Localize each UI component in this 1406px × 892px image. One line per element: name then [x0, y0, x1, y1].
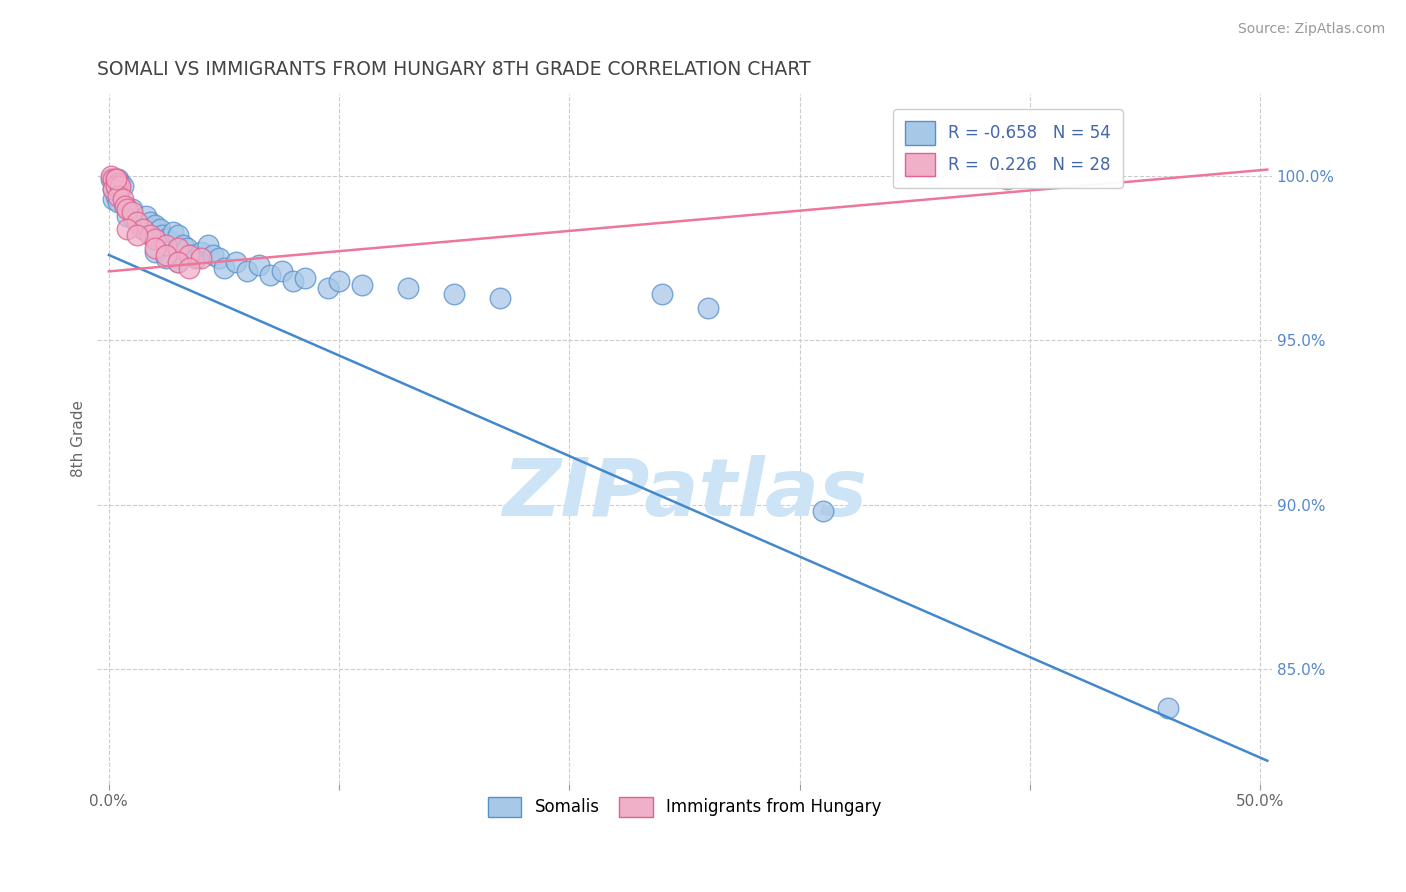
- Point: [316, 281, 339, 295]
- Point: [128, 219, 150, 233]
- Point: [176, 241, 198, 255]
- Point: [148, 221, 170, 235]
- Point: [179, 261, 201, 276]
- Point: [160, 235, 183, 249]
- Point: [1157, 701, 1180, 715]
- Point: [110, 182, 132, 196]
- Point: [155, 231, 177, 245]
- Point: [125, 215, 148, 229]
- Point: [135, 209, 157, 223]
- Point: [167, 241, 190, 255]
- Point: [995, 172, 1018, 186]
- Point: [103, 182, 125, 196]
- Point: [122, 211, 145, 226]
- Point: [190, 252, 212, 266]
- Point: [197, 238, 219, 252]
- Point: [489, 291, 512, 305]
- Point: [111, 179, 134, 194]
- Point: [117, 221, 139, 235]
- Point: [259, 268, 281, 282]
- Point: [104, 179, 127, 194]
- Point: [107, 195, 129, 210]
- Point: [167, 254, 190, 268]
- Point: [167, 254, 190, 268]
- Point: [236, 264, 259, 278]
- Point: [103, 172, 125, 186]
- Text: SOMALI VS IMMIGRANTS FROM HUNGARY 8TH GRADE CORRELATION CHART: SOMALI VS IMMIGRANTS FROM HUNGARY 8TH GR…: [97, 60, 811, 78]
- Point: [201, 248, 224, 262]
- Point: [117, 202, 139, 216]
- Text: Source: ZipAtlas.com: Source: ZipAtlas.com: [1237, 22, 1385, 37]
- Point: [132, 221, 155, 235]
- Point: [110, 176, 132, 190]
- Point: [155, 252, 177, 266]
- Point: [208, 252, 231, 266]
- Point: [696, 301, 718, 315]
- Point: [121, 205, 143, 219]
- Point: [811, 504, 834, 518]
- Point: [103, 192, 125, 206]
- Point: [179, 248, 201, 262]
- Point: [190, 244, 212, 259]
- Point: [132, 221, 155, 235]
- Point: [111, 192, 134, 206]
- Point: [155, 248, 177, 262]
- Point: [143, 219, 166, 233]
- Text: ZIPatlas: ZIPatlas: [502, 455, 868, 533]
- Point: [281, 274, 304, 288]
- Point: [150, 228, 173, 243]
- Point: [186, 252, 208, 266]
- Legend: Somalis, Immigrants from Hungary: Somalis, Immigrants from Hungary: [481, 790, 889, 823]
- Point: [172, 238, 194, 252]
- Point: [100, 169, 122, 183]
- Point: [104, 189, 127, 203]
- Point: [294, 271, 316, 285]
- Point: [270, 264, 292, 278]
- Point: [212, 261, 235, 276]
- Point: [110, 179, 132, 194]
- Point: [107, 172, 129, 186]
- Point: [143, 241, 166, 255]
- Point: [651, 287, 673, 301]
- Point: [121, 202, 143, 216]
- Point: [107, 176, 129, 190]
- Point: [443, 287, 465, 301]
- Y-axis label: 8th Grade: 8th Grade: [72, 401, 86, 477]
- Point: [143, 244, 166, 259]
- Point: [139, 228, 162, 243]
- Point: [100, 172, 122, 186]
- Point: [352, 277, 374, 292]
- Point: [328, 274, 350, 288]
- Point: [139, 215, 162, 229]
- Point: [247, 258, 270, 272]
- Point: [155, 238, 177, 252]
- Point: [162, 225, 184, 239]
- Point: [114, 199, 136, 213]
- Point: [396, 281, 419, 295]
- Point: [103, 182, 125, 196]
- Point: [104, 172, 127, 186]
- Point: [107, 189, 129, 203]
- Point: [117, 209, 139, 223]
- Point: [114, 199, 136, 213]
- Point: [180, 248, 202, 262]
- Point: [167, 228, 190, 243]
- Point: [143, 231, 166, 245]
- Point: [125, 228, 148, 243]
- Point: [104, 172, 127, 186]
- Point: [104, 179, 127, 194]
- Point: [225, 254, 247, 268]
